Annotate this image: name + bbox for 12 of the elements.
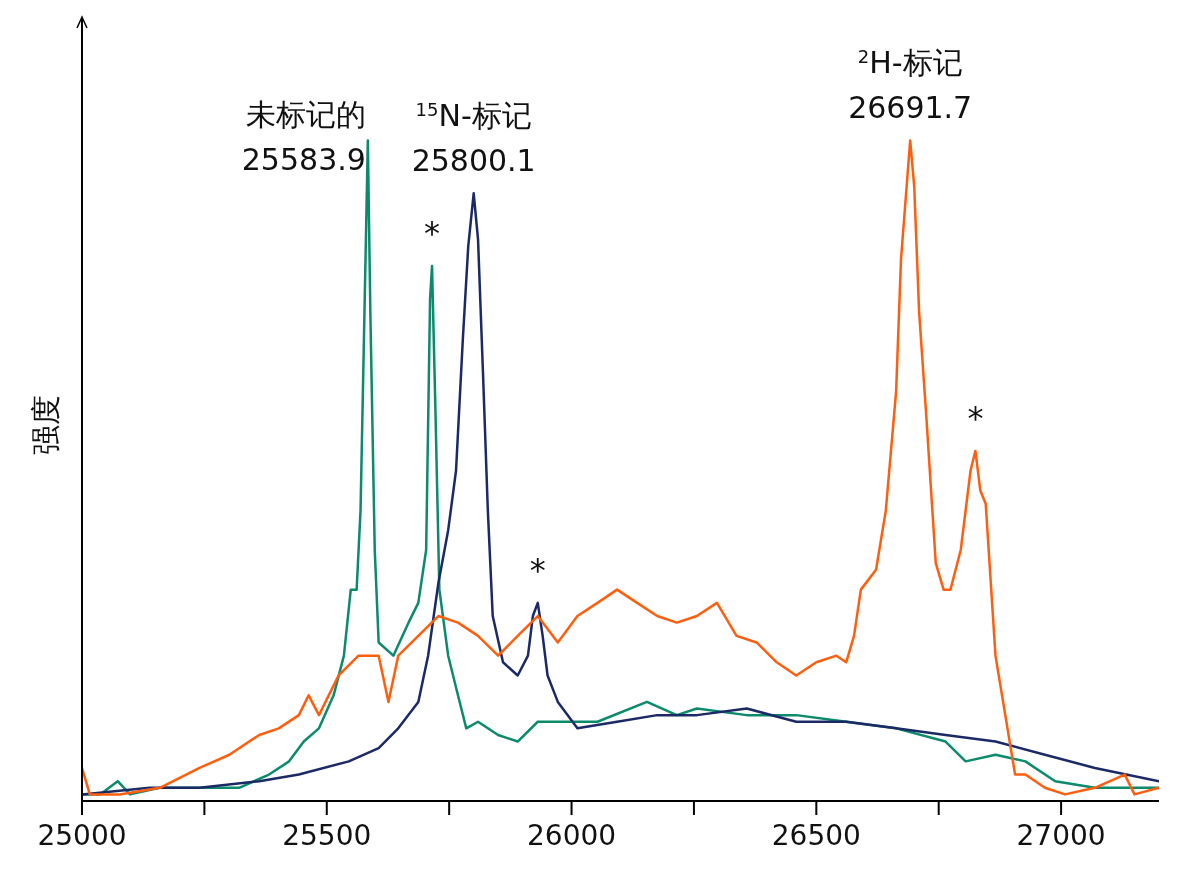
x-tick-label: 26000	[527, 818, 617, 852]
x-tick-label: 27000	[1016, 818, 1106, 852]
annotation: $^{2}$H-标记 26691.7	[848, 45, 973, 126]
x-tick-label: 25000	[37, 818, 127, 852]
annotation: *	[529, 550, 546, 589]
annotation: $^{15}$N-标记 25800.1	[411, 98, 536, 179]
annotation: *	[967, 398, 984, 437]
x-tick-label: 25500	[282, 818, 372, 852]
annotation: 未标记的 25583.9	[241, 97, 366, 178]
x-tick-label: 26500	[771, 818, 861, 852]
y-axis-title: 强度	[28, 394, 63, 455]
annotation: *	[424, 213, 441, 252]
